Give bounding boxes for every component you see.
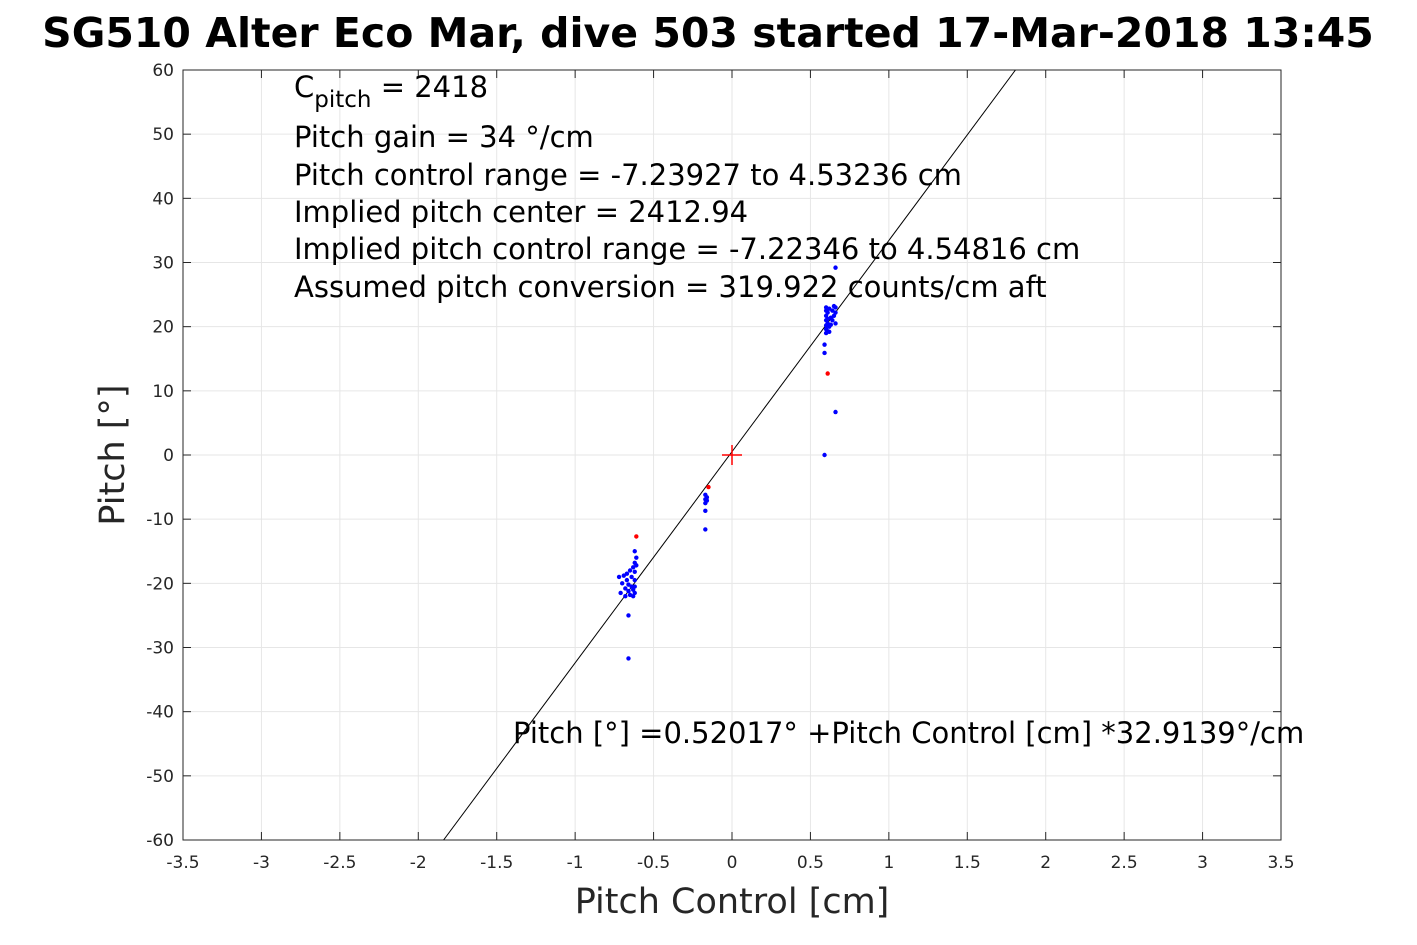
cpitch-value: = 2418 — [371, 70, 488, 104]
data-point — [830, 318, 835, 323]
x-tick-label: 1.5 — [954, 853, 981, 873]
data-point — [616, 574, 622, 580]
annotation-line: Assumed pitch conversion = 319.922 count… — [294, 270, 1047, 304]
x-tick-label: 1 — [883, 853, 894, 873]
chart-marks — [443, 70, 1016, 840]
y-tick-label: -20 — [146, 574, 174, 594]
data-point — [624, 571, 630, 576]
cpitch-subscript: pitch — [314, 87, 371, 113]
chart-title: SG510 Alter Eco Mar, dive 503 started 17… — [42, 9, 1374, 57]
data-point — [825, 371, 830, 376]
y-tick-label: -10 — [146, 510, 174, 530]
annotation-block: Cpitch = 2418 Pitch gain = 34 °/cm Pitch… — [294, 70, 1304, 750]
y-tick-label: -60 — [146, 831, 174, 851]
y-tick-label: -40 — [146, 703, 174, 723]
data-point — [833, 310, 838, 315]
y-tick-label: 60 — [152, 61, 174, 81]
data-point — [629, 574, 634, 580]
x-tick-label: 2 — [1040, 853, 1051, 873]
data-point — [632, 569, 637, 574]
data-point — [833, 265, 838, 270]
data-point — [623, 586, 628, 591]
x-tick-label: 0.5 — [797, 853, 824, 873]
data-point — [634, 563, 639, 568]
annotation-line: Pitch control range = -7.23927 to 4.5323… — [294, 158, 962, 192]
x-tick-label: -0.5 — [637, 853, 670, 873]
y-tick-label: 30 — [152, 254, 174, 274]
data-point — [822, 342, 827, 347]
y-axis-ticks: -60 -50 -40 -30 -20 -10 0 10 20 30 40 50 60 — [146, 61, 1281, 851]
data-point — [626, 588, 631, 594]
y-tick-label: 50 — [152, 125, 174, 145]
x-tick-label: -2.5 — [323, 853, 356, 873]
x-axis-ticks: -3.5 -3 -2.5 -2 -1.5 -1 -0.5 0 0.5 1 1.5 2 2.5 3 3.5 — [166, 70, 1295, 873]
data-point — [632, 577, 637, 583]
cpitch-annotation: Cpitch = 2418 — [294, 70, 488, 113]
x-tick-label: 3.5 — [1267, 853, 1294, 873]
data-point — [634, 534, 639, 539]
x-tick-label: -1 — [567, 853, 584, 873]
data-point — [626, 656, 631, 661]
y-tick-label: -30 — [146, 639, 174, 659]
data-point — [704, 495, 710, 500]
x-tick-label: -3 — [253, 853, 270, 873]
data-point — [624, 577, 630, 583]
x-tick-label: -2 — [410, 853, 427, 873]
x-axis-label: Pitch Control [cm] — [575, 882, 890, 922]
x-tick-label: -1.5 — [480, 853, 513, 873]
x-tick-label: -3.5 — [166, 853, 199, 873]
data-point — [704, 498, 710, 503]
y-axis-label: Pitch [°] — [93, 384, 133, 525]
x-tick-label: 0 — [727, 853, 738, 873]
x-tick-label: 2.5 — [1111, 853, 1138, 873]
grid-lines — [182, 69, 1282, 841]
data-point — [632, 590, 637, 596]
y-tick-label: 10 — [152, 382, 174, 402]
data-point — [706, 484, 711, 490]
fit-equation-label: Pitch [°] =0.52017° +Pitch Control [cm] … — [513, 716, 1304, 750]
data-point — [623, 593, 628, 599]
data-point — [703, 527, 708, 532]
y-tick-label: 0 — [163, 446, 174, 466]
data-point — [626, 613, 631, 618]
data-point — [632, 584, 637, 589]
data-point — [822, 452, 827, 458]
data-point — [827, 329, 832, 334]
annotation-line: Implied pitch control range = -7.22346 t… — [294, 232, 1080, 266]
cpitch-base: C — [294, 70, 314, 104]
data-point — [833, 305, 838, 310]
data-point — [822, 350, 827, 356]
data-point — [632, 549, 637, 554]
data-point — [634, 555, 639, 560]
data-point — [828, 322, 834, 327]
y-tick-label: 40 — [152, 189, 174, 209]
data-point — [833, 321, 838, 326]
y-tick-label: 20 — [152, 318, 174, 338]
data-point — [833, 409, 838, 415]
y-tick-label: -50 — [146, 767, 174, 787]
data-point — [627, 568, 633, 573]
data-point — [620, 581, 625, 586]
data-point — [618, 590, 623, 596]
data-point — [703, 508, 708, 514]
annotation-line: Implied pitch center = 2412.94 — [294, 195, 748, 229]
annotation-line: Pitch gain = 34 °/cm — [294, 120, 594, 154]
x-tick-label: 3 — [1197, 853, 1208, 873]
data-point — [825, 310, 830, 315]
